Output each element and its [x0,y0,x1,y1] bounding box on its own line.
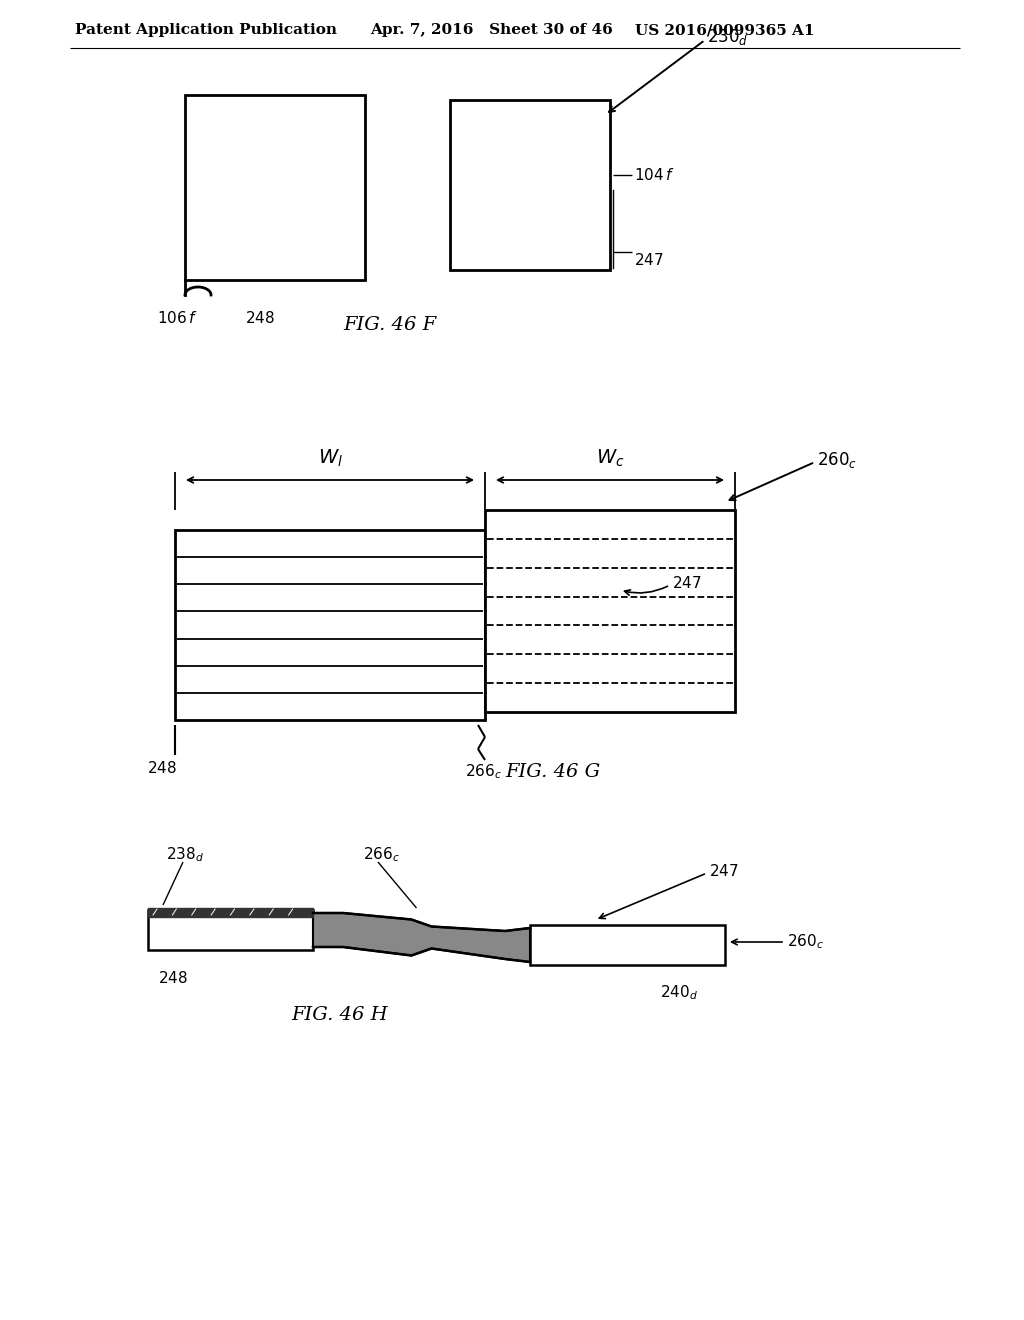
Text: $260_c$: $260_c$ [817,450,857,470]
Bar [485,510,735,711]
Text: Patent Application Publication: Patent Application Publication [75,22,337,37]
Text: $W_l$: $W_l$ [317,447,342,470]
Text: $248$: $248$ [158,970,188,986]
Text: $266_c$: $266_c$ [362,846,400,865]
Bar [148,909,313,950]
Text: $248$: $248$ [245,310,275,326]
Text: $247$: $247$ [634,252,664,268]
Text: US 2016/0099365 A1: US 2016/0099365 A1 [635,22,814,37]
Text: $240_d$: $240_d$ [660,983,698,1002]
Text: $247$: $247$ [672,576,701,591]
Text: $W_c$: $W_c$ [596,447,625,470]
Text: $247$: $247$ [709,863,738,879]
Text: $106\,f$: $106\,f$ [157,310,198,326]
Text: $260_c$: $260_c$ [787,933,824,952]
Bar [175,531,485,719]
Bar [450,100,610,271]
Text: FIG. 46 H: FIG. 46 H [292,1006,388,1024]
Text: $104\,f$: $104\,f$ [634,168,675,183]
Text: FIG. 46 G: FIG. 46 G [505,763,600,781]
Bar [530,925,725,965]
Text: $248$: $248$ [147,760,177,776]
Text: Apr. 7, 2016   Sheet 30 of 46: Apr. 7, 2016 Sheet 30 of 46 [370,22,612,37]
Polygon shape [313,913,530,962]
Bar [185,95,365,280]
Text: $266_c$: $266_c$ [465,763,502,781]
Text: FIG. 46 F: FIG. 46 F [343,315,436,334]
Text: $238_d$: $238_d$ [166,846,204,865]
Text: $230_d$: $230_d$ [707,26,749,48]
